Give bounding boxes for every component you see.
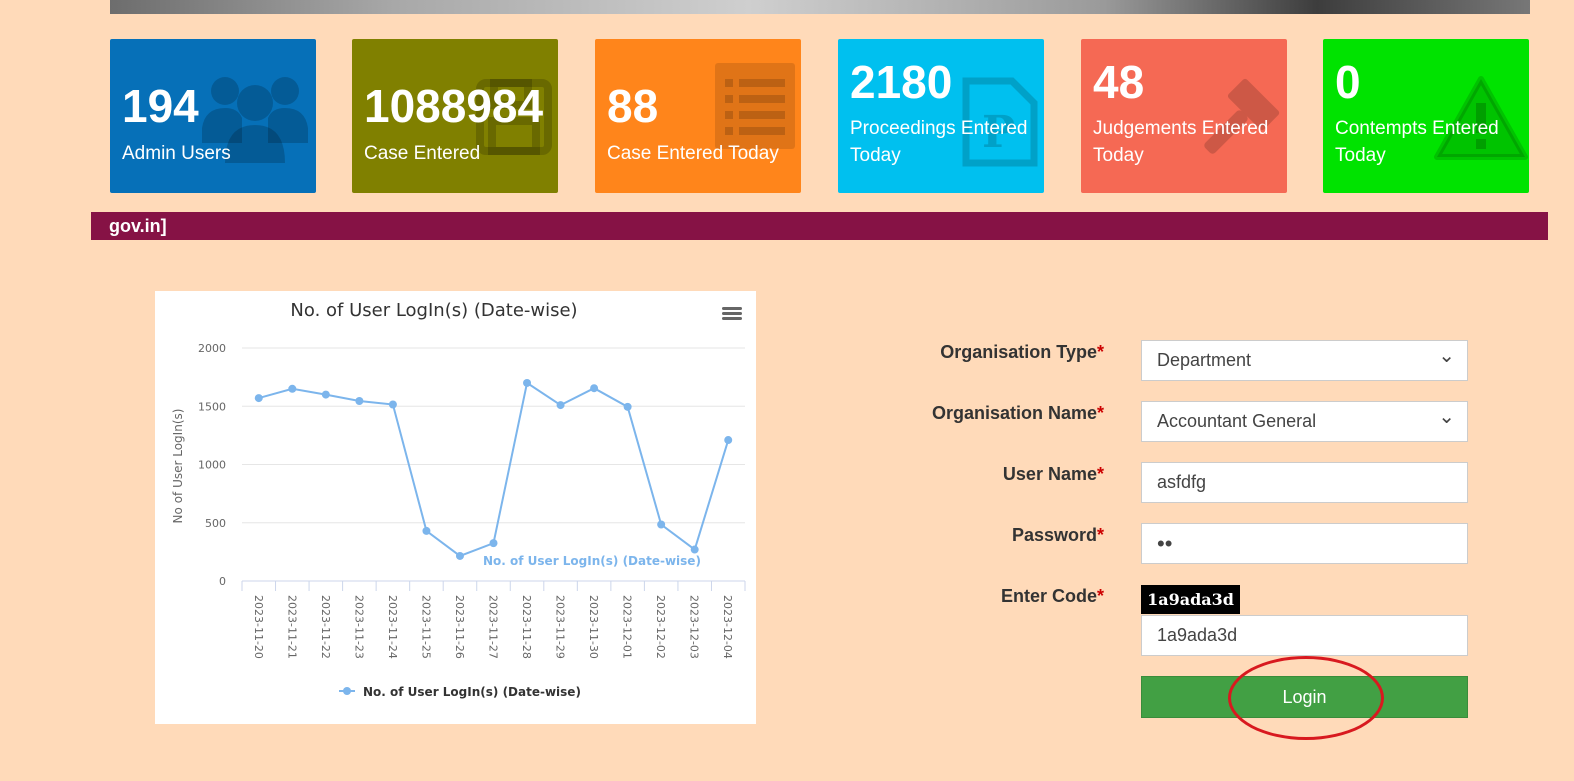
org-name-label: Organisation Name* <box>931 403 1104 423</box>
marquee-text: gov.in] <box>109 216 167 236</box>
data-point[interactable] <box>523 378 532 387</box>
y-tick-label: 500 <box>205 517 226 530</box>
username-value: asfdfg <box>1157 472 1207 492</box>
password-value: •• <box>1157 531 1173 556</box>
chart-legend-item[interactable]: No. of User LogIn(s) (Date-wise) <box>339 685 581 699</box>
x-tick-label: 2023-11-24 <box>386 595 399 659</box>
x-tick-label: 2023-12-01 <box>621 595 634 659</box>
tile-case-entered-today[interactable]: 88 Case Entered Today <box>595 39 801 193</box>
x-tick-label: 2023-11-23 <box>352 595 365 659</box>
tile-label: Judgements Entered Today <box>1093 118 1269 166</box>
org-name-value: Accountant General <box>1157 411 1317 431</box>
password-input[interactable]: •• <box>1141 523 1468 564</box>
login-button[interactable]: Login <box>1141 676 1468 718</box>
tile-label: Case Entered Today <box>607 143 779 164</box>
x-tick-label: 2023-12-02 <box>654 595 667 659</box>
x-tick-label: 2023-11-20 <box>252 595 265 659</box>
x-tick-label: 2023-11-26 <box>453 595 466 659</box>
x-tick-label: 2023-11-30 <box>587 595 600 659</box>
org-type-select[interactable]: Department <box>1141 337 1468 381</box>
data-point[interactable] <box>556 401 565 410</box>
tile-number: 194 <box>122 80 199 132</box>
x-tick-label: 2023-12-03 <box>688 595 701 659</box>
tile-judgements-entered-today[interactable]: 48 Judgements Entered Today <box>1081 39 1287 193</box>
tile-admin-users[interactable]: 194 Admin Users <box>110 39 316 193</box>
legend-label: No. of User LogIn(s) (Date-wise) <box>363 685 581 699</box>
x-tick-label: 2023-11-25 <box>419 595 432 659</box>
tile-label: Case Entered <box>364 143 481 164</box>
x-tick-label: 2023-11-28 <box>520 595 533 659</box>
x-tick-label: 2023-11-21 <box>285 595 298 659</box>
data-point[interactable] <box>657 520 666 529</box>
tile-case-entered[interactable]: 1088984 Case Entered <box>352 39 558 193</box>
chart-y-axis-label: No of User LogIn(s) <box>171 409 185 524</box>
data-point[interactable] <box>388 400 397 409</box>
x-tick-label: 2023-12-04 <box>721 595 734 659</box>
y-tick-label: 1500 <box>198 400 226 413</box>
data-point[interactable] <box>590 384 599 393</box>
org-type-value: Department <box>1157 350 1252 370</box>
data-point[interactable] <box>355 397 364 406</box>
username-label: User Name* <box>1002 464 1104 484</box>
code-value: 1a9ada3d <box>1157 625 1238 645</box>
users-icon <box>202 77 308 163</box>
data-point[interactable] <box>489 539 498 548</box>
tile-number: 2180 <box>850 56 953 108</box>
series-data-label: No. of User LogIn(s) (Date-wise) <box>483 554 701 568</box>
data-point[interactable] <box>623 402 632 411</box>
document-icon: P <box>962 77 1038 167</box>
tile-contempts-entered-today[interactable]: 0 Contempts Entered Today <box>1323 39 1529 193</box>
tile-number: 88 <box>607 80 659 132</box>
tile-number: 48 <box>1093 56 1145 108</box>
svg-text:P: P <box>982 107 1015 158</box>
tile-proceedings-entered-today[interactable]: P 2180 Proceedings Entered Today <box>838 39 1044 193</box>
data-point[interactable] <box>422 526 431 535</box>
chart-title: No. of User LogIn(s) (Date-wise) <box>290 300 577 321</box>
data-point[interactable] <box>690 545 699 554</box>
code-input[interactable]: 1a9ada3d <box>1141 615 1468 656</box>
tile-label: Contempts Entered Today <box>1335 118 1499 166</box>
captcha-image: 1a9ada3d <box>1141 585 1240 614</box>
login-chart-svg: 2023-11-20 2023-11-21 2023-11-22 2023-11-23… <box>171 300 746 699</box>
data-point[interactable] <box>455 551 464 560</box>
tile-label: Proceedings Entered Today <box>850 118 1028 166</box>
username-input[interactable]: asfdfg <box>1141 462 1468 503</box>
password-label: Password* <box>1011 525 1104 545</box>
tile-number: 0 <box>1335 56 1361 108</box>
data-point[interactable] <box>254 394 263 403</box>
tile-label: Admin Users <box>122 143 231 164</box>
org-type-label: Organisation Type* <box>940 342 1104 362</box>
save-icon <box>476 79 552 155</box>
header-banner-image <box>110 0 1530 14</box>
data-point[interactable] <box>288 384 297 393</box>
series-line <box>258 381 730 558</box>
data-point[interactable] <box>321 390 330 399</box>
y-tick-label: 2000 <box>198 342 226 355</box>
x-tick-label: 2023-11-29 <box>554 595 567 659</box>
login-chart: 2023-11-20 2023-11-21 2023-11-22 2023-11-23… <box>155 291 756 724</box>
data-point[interactable] <box>724 436 733 445</box>
x-tick-label: 2023-11-27 <box>487 595 500 659</box>
code-label: Enter Code* <box>1000 586 1104 606</box>
y-tick-label: 0 <box>219 575 226 588</box>
chart-menu-icon[interactable] <box>722 307 742 320</box>
x-tick-label: 2023-11-22 <box>319 595 332 659</box>
news-marquee: gov.in] <box>91 212 1548 240</box>
org-name-select[interactable]: Accountant General <box>1141 398 1468 442</box>
legend-marker <box>343 687 351 695</box>
tile-number: 1088984 <box>364 80 544 132</box>
gavel-icon <box>1204 78 1280 154</box>
y-tick-label: 1000 <box>198 459 226 472</box>
warning-icon <box>1434 76 1528 160</box>
list-icon <box>715 63 795 149</box>
